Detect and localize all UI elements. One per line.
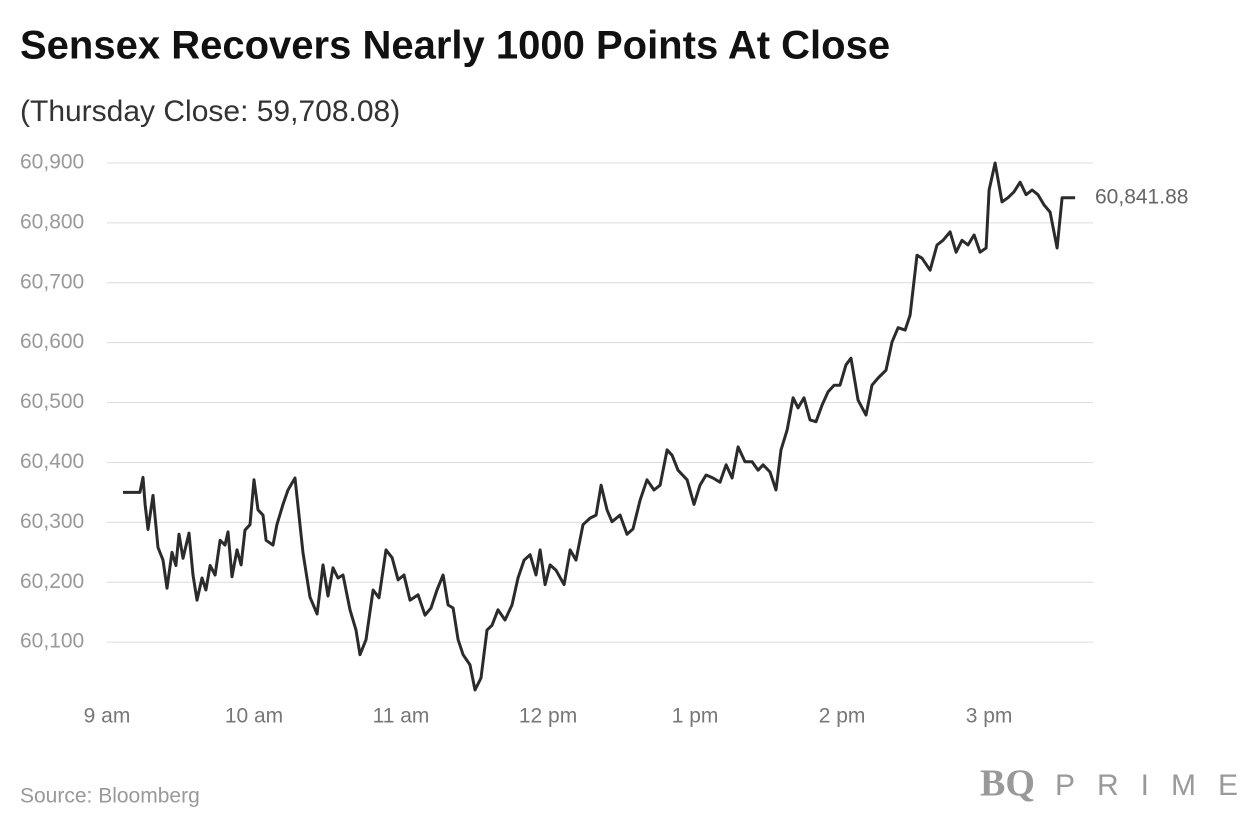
logo-brand: BQ	[980, 763, 1035, 805]
x-tick-label: 2 pm	[819, 705, 866, 728]
y-tick-label: 60,400	[20, 450, 84, 473]
x-tick-label: 9 am	[84, 705, 131, 728]
y-tick-label: 60,700	[20, 270, 84, 293]
chart-subtitle: (Thursday Close: 59,708.08)	[20, 95, 400, 128]
source: Source: Bloomberg	[20, 785, 200, 808]
y-tick-label: 60,600	[20, 330, 84, 353]
x-tick-label: 12 pm	[519, 705, 577, 728]
y-tick-label: 60,800	[20, 210, 84, 233]
x-tick-label: 1 pm	[672, 705, 719, 728]
y-tick-label: 60,200	[20, 570, 84, 593]
x-tick-label: 11 am	[373, 705, 430, 728]
y-tick-label: 60,300	[20, 510, 84, 533]
y-tick-label: 60,500	[20, 390, 84, 413]
y-tick-label: 60,100	[20, 630, 84, 653]
last-value-label: 60,841.88	[1095, 185, 1188, 208]
y-tick-label: 60,900	[20, 151, 84, 174]
x-tick-label: 10 am	[225, 705, 283, 728]
chart-title: Sensex Recovers Nearly 1000 Points At Cl…	[20, 24, 890, 68]
logo-name: PRIME	[1055, 769, 1240, 802]
x-tick-label: 3 pm	[966, 705, 1013, 728]
price-line	[123, 161, 1076, 692]
